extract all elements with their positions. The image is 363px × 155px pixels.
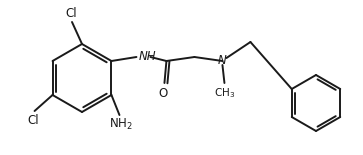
Text: Cl: Cl bbox=[28, 114, 39, 127]
Text: NH: NH bbox=[138, 49, 156, 62]
Text: CH$_3$: CH$_3$ bbox=[214, 86, 235, 100]
Text: Cl: Cl bbox=[65, 7, 77, 20]
Text: O: O bbox=[159, 87, 168, 100]
Text: NH$_2$: NH$_2$ bbox=[109, 117, 132, 132]
Text: N: N bbox=[218, 53, 227, 66]
